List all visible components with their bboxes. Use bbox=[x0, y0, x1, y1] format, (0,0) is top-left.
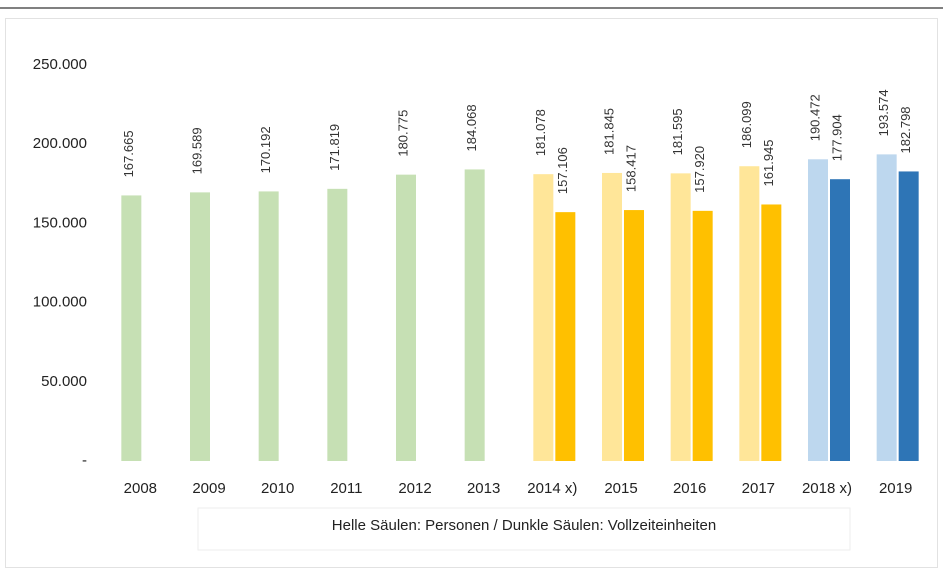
value-label: 171.819 bbox=[327, 124, 342, 171]
value-label: 157.920 bbox=[692, 146, 707, 193]
value-label: 180.775 bbox=[395, 110, 410, 157]
y-tick-label: 200.000 bbox=[33, 135, 87, 152]
bar bbox=[739, 166, 760, 461]
x-tick-label: 2013 bbox=[467, 480, 500, 497]
value-label: 190.472 bbox=[807, 94, 822, 141]
bar bbox=[670, 173, 691, 461]
y-tick-label: 250.000 bbox=[33, 56, 87, 73]
value-label: 158.417 bbox=[623, 145, 638, 192]
bar bbox=[808, 159, 828, 461]
x-tick-label: 2019 bbox=[879, 480, 912, 497]
bar bbox=[396, 174, 416, 461]
x-tick-label: 2011 bbox=[330, 480, 362, 497]
bar bbox=[258, 191, 279, 461]
bar bbox=[692, 210, 713, 461]
x-tick-label: 2010 bbox=[261, 480, 294, 497]
legend-note: Helle Säulen: Personen / Dunkle Säulen: … bbox=[332, 517, 716, 534]
bar bbox=[464, 169, 485, 462]
y-tick-label: 50.000 bbox=[41, 373, 87, 390]
bar bbox=[555, 212, 576, 461]
y-tick-label: 100.000 bbox=[33, 294, 87, 311]
value-label: 181.845 bbox=[601, 108, 616, 155]
bar bbox=[624, 210, 644, 461]
bar bbox=[602, 172, 622, 461]
value-label: 193.574 bbox=[876, 89, 891, 136]
y-tick-label: 150.000 bbox=[33, 214, 87, 231]
x-tick-label: 2018 x) bbox=[802, 480, 852, 497]
value-label: 157.106 bbox=[555, 147, 570, 194]
x-tick-label: 2012 bbox=[398, 480, 431, 497]
value-label: 182.798 bbox=[898, 106, 913, 153]
value-label: 177.904 bbox=[829, 114, 844, 161]
bar bbox=[190, 192, 210, 461]
x-tick-label: 2008 bbox=[124, 480, 157, 497]
value-label: 181.078 bbox=[533, 109, 548, 156]
y-tick-label: - bbox=[82, 452, 87, 469]
legend-box bbox=[197, 507, 851, 551]
x-tick-label: 2009 bbox=[192, 480, 225, 497]
bar bbox=[898, 171, 919, 461]
x-tick-label: 2015 bbox=[604, 480, 637, 497]
bar bbox=[876, 154, 897, 461]
bar bbox=[121, 195, 142, 461]
value-label: 169.589 bbox=[189, 127, 204, 174]
value-label: 184.068 bbox=[464, 104, 479, 151]
value-label: 170.192 bbox=[258, 126, 273, 173]
x-tick-label: 2014 x) bbox=[527, 480, 577, 497]
bar bbox=[533, 174, 554, 461]
value-label: 186.099 bbox=[739, 101, 754, 148]
value-label: 181.595 bbox=[670, 108, 685, 155]
x-tick-label: 2017 bbox=[742, 480, 775, 497]
bar bbox=[830, 179, 850, 461]
x-tick-label: 2016 bbox=[673, 480, 706, 497]
bar bbox=[327, 188, 348, 462]
value-label: 161.945 bbox=[761, 139, 776, 186]
bar bbox=[761, 204, 782, 461]
value-label: 167.665 bbox=[121, 130, 136, 177]
